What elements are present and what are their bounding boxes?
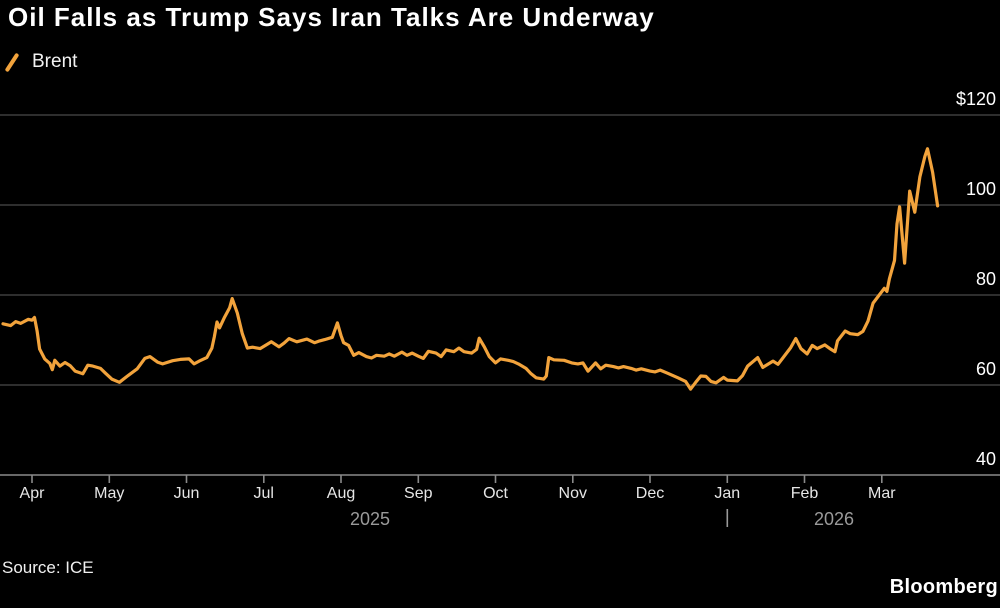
x-axis-label-month: Nov xyxy=(558,485,587,502)
chart-title: Oil Falls as Trump Says Iran Talks Are U… xyxy=(8,2,655,32)
x-axis-label-year: 2025 xyxy=(349,509,391,529)
x-axis-label-month: Feb xyxy=(790,485,819,502)
x-axis-label-year: 2026 xyxy=(813,509,855,529)
x-axis-label-month: Jun xyxy=(173,485,200,502)
y-axis-label: 60 xyxy=(975,359,996,379)
x-axis-label-month: May xyxy=(94,485,125,502)
x-axis-label-month: Dec xyxy=(635,485,665,502)
x-axis-label-month: Sep xyxy=(404,485,433,502)
y-axis-label: $120 xyxy=(955,89,996,109)
y-axis-label: 40 xyxy=(975,449,996,469)
x-axis-label-month: Oct xyxy=(483,485,508,502)
x-axis-label-month: Jul xyxy=(253,485,274,502)
y-axis-label: 100 xyxy=(965,179,996,199)
bloomberg-logo: Bloomberg xyxy=(889,576,998,598)
x-axis-label-month: Mar xyxy=(868,485,896,502)
x-axis-label-month: Aug xyxy=(326,485,356,502)
brent-price-line xyxy=(1,147,940,391)
legend-label-brent: Brent xyxy=(32,51,78,72)
source-note: Source: ICE xyxy=(2,558,94,577)
x-axis-label-month: Jan xyxy=(714,485,741,502)
y-axis-label: 80 xyxy=(975,269,996,289)
x-axis-label-month: Apr xyxy=(19,485,45,502)
